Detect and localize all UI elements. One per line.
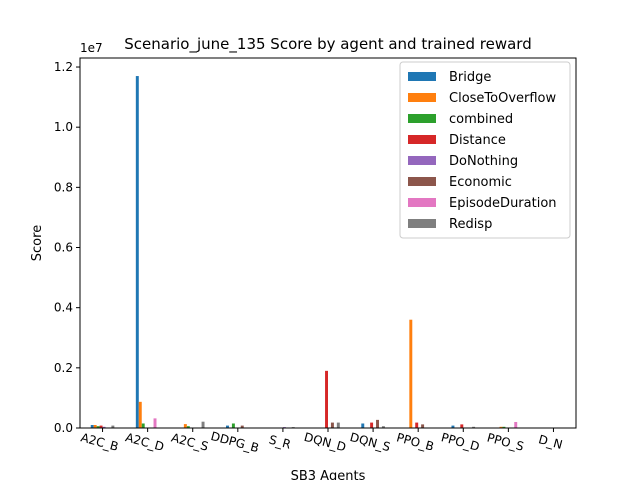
- bar: [451, 425, 455, 428]
- x-tick-label: S_R: [268, 433, 293, 452]
- y-axis: 0.0 0.2 0.4 0.6 0.8 1.0 1.2: [54, 60, 80, 435]
- x-tick-label: A2C_D: [124, 430, 166, 454]
- y-tick-label: 1.2: [54, 60, 73, 74]
- chart-title: Scenario_june_135 Score by agent and tra…: [124, 35, 531, 54]
- bar: [376, 419, 379, 428]
- legend-swatch: [408, 93, 436, 102]
- legend-entry: combined: [449, 112, 513, 127]
- legend-swatch: [408, 156, 436, 165]
- x-axis-label: SB3 Agents: [291, 469, 366, 480]
- bar: [381, 426, 385, 428]
- legend-entry: Bridge: [449, 70, 491, 85]
- legend-entry: EpisodeDuration: [449, 196, 557, 211]
- bar: [90, 424, 94, 428]
- bar: [111, 425, 115, 428]
- bar: [415, 422, 419, 428]
- bar: [183, 424, 187, 428]
- y-tick-label: 0.4: [54, 301, 73, 315]
- x-tick-label: A2C_B: [79, 430, 120, 453]
- legend-swatch: [408, 177, 436, 186]
- bar: [330, 422, 334, 428]
- legend-entry: CloseToOverflow: [449, 91, 557, 106]
- x-tick-label: DQN_S: [348, 430, 391, 454]
- bar: [240, 425, 244, 428]
- bar: [102, 426, 106, 428]
- y-tick-label: 1.0: [54, 120, 73, 134]
- legend-swatch: [408, 198, 436, 207]
- legend-swatch: [408, 135, 436, 144]
- bar: [336, 422, 340, 428]
- bar: [186, 426, 190, 428]
- bar: [141, 423, 145, 428]
- x-tick-label: DDPG_B: [209, 429, 260, 455]
- legend-box: [399, 61, 571, 239]
- y-tick-label: 0.6: [54, 241, 73, 255]
- bar: [460, 424, 464, 428]
- bar: [201, 421, 205, 428]
- y-tick-label: 0.0: [54, 421, 73, 435]
- bar: [472, 426, 476, 428]
- legend-entry: Economic: [449, 175, 512, 190]
- y-axis-label: Score: [30, 225, 45, 261]
- bar: [99, 425, 103, 428]
- y-scale-label: 1e7: [80, 41, 103, 55]
- bar: [153, 418, 157, 428]
- legend-swatch: [408, 219, 436, 228]
- legend-entry: Redisp: [449, 217, 492, 232]
- bar: [138, 401, 142, 428]
- legend-entry: DoNothing: [449, 154, 518, 169]
- legend: Bridge CloseToOverflow combined Distance DoN…: [399, 61, 571, 239]
- bar: [514, 421, 518, 428]
- bar: [409, 319, 413, 428]
- x-tick-label: PPO_D: [440, 430, 481, 454]
- bar: [226, 425, 229, 428]
- bar: [96, 426, 100, 428]
- bar: [502, 426, 506, 428]
- x-axis: A2C_B A2C_D A2C_S DDPG_B S_R DQN_D DQN_S PPO_B P…: [79, 428, 564, 455]
- bar: [325, 370, 328, 428]
- bar: [93, 424, 97, 428]
- bar: [231, 423, 235, 428]
- x-tick-label: DQN_D: [303, 430, 348, 455]
- y-tick-label: 0.8: [54, 180, 73, 194]
- x-tick-label: A2C_S: [170, 430, 210, 453]
- bar: [370, 422, 374, 428]
- y-tick-label: 0.2: [54, 361, 73, 375]
- bar: [421, 424, 425, 428]
- legend-entry: Distance: [449, 133, 506, 148]
- x-tick-label: PPO_S: [485, 431, 525, 454]
- plot-frame: [79, 57, 577, 429]
- bar: [499, 426, 503, 428]
- x-tick-label: PPO_B: [395, 430, 435, 453]
- bar: [135, 76, 139, 429]
- legend-swatch: [408, 72, 436, 81]
- legend-swatch: [408, 114, 436, 123]
- x-tick-label: D_N: [537, 432, 564, 452]
- bar: [361, 423, 365, 428]
- bars-group: [90, 76, 518, 429]
